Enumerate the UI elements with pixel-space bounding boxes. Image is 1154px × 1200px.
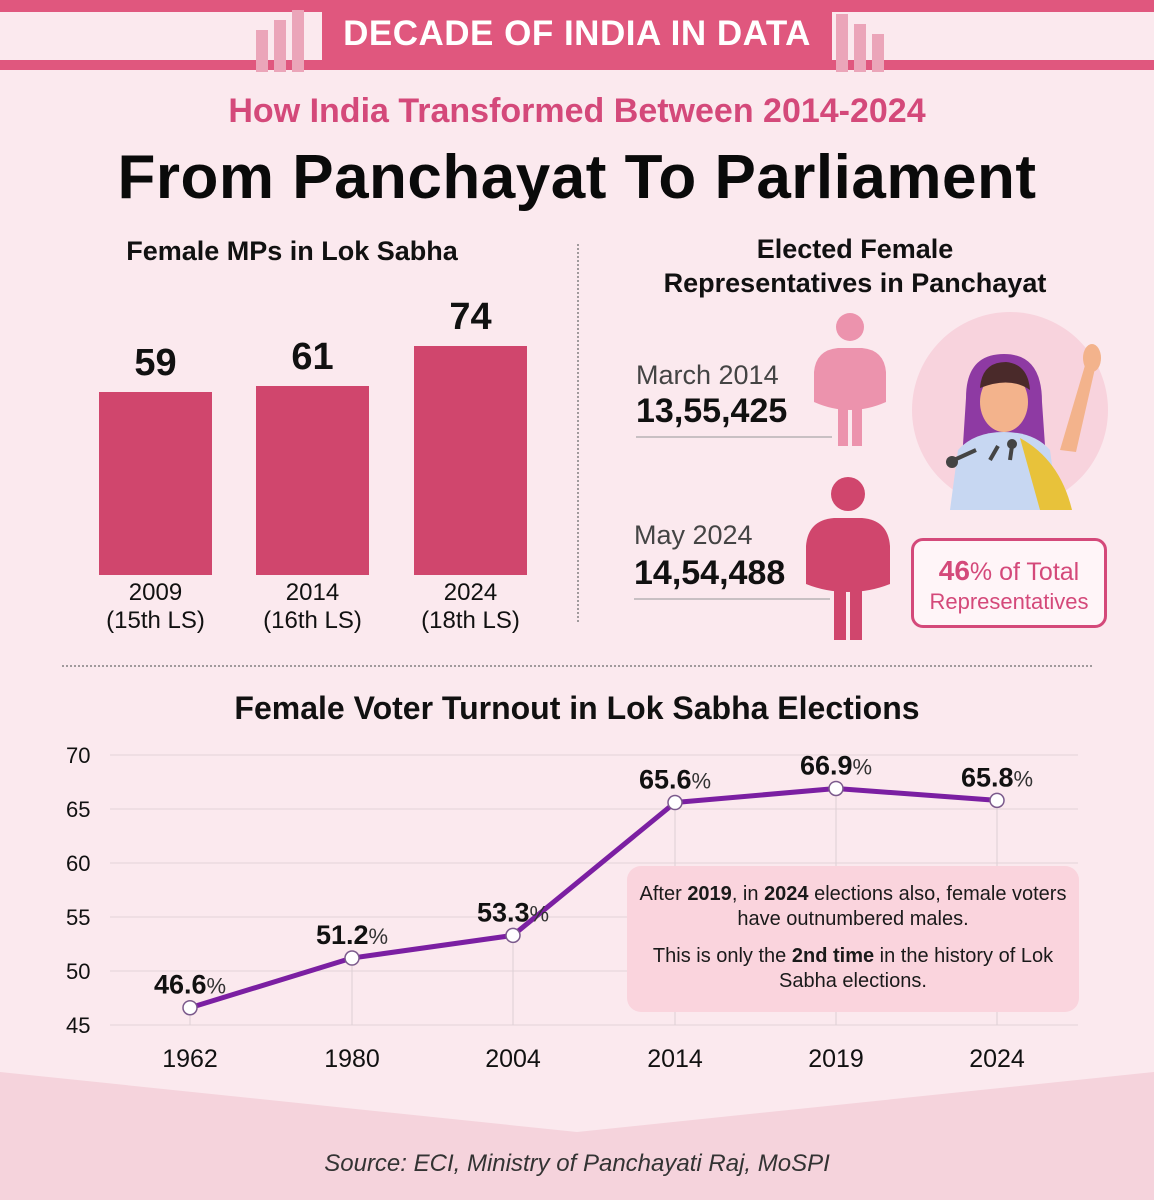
share-label: Representatives xyxy=(929,589,1089,614)
banner: DECADE OF INDIA IN DATA xyxy=(322,2,832,66)
turnout-line xyxy=(189,785,998,1011)
y-tick-55: 55 xyxy=(66,905,90,930)
point-2024 xyxy=(989,792,1005,809)
page-title: From Panchayat To Parliament xyxy=(117,143,1037,212)
count-march-2014: 13,55,425 xyxy=(636,392,788,430)
x-tick-2024: 2024 xyxy=(969,1045,1025,1073)
x-tick-2004: 2004 xyxy=(485,1045,541,1073)
panchayat-heading-line1: Elected Female xyxy=(756,234,954,264)
value-label-1962: 46.6% xyxy=(154,970,226,1000)
turnout-line-chart: 45 50 55 60 65 70 1962 1980 2004 2014 2019 2024 46.6… xyxy=(66,743,1078,1073)
share-badge: 46% of Total Representatives xyxy=(911,538,1107,628)
point-2014 xyxy=(667,794,683,811)
bar-2024 xyxy=(414,346,527,575)
footer-band xyxy=(0,1072,1154,1200)
x-tick-2019: 2019 xyxy=(808,1045,864,1073)
y-tick-70: 70 xyxy=(66,743,90,768)
underline-2014 xyxy=(636,436,832,438)
y-tick-50: 50 xyxy=(66,959,90,984)
share-pct: 46 xyxy=(938,555,970,586)
turnout-heading: Female Voter Turnout in Lok Sabha Electi… xyxy=(234,690,920,726)
underline-2024 xyxy=(634,598,830,600)
point-1962 xyxy=(182,999,198,1016)
y-tick-65: 65 xyxy=(66,797,90,822)
x-tick-1980: 1980 xyxy=(324,1045,380,1073)
point-2004 xyxy=(505,927,521,944)
bar-value-2024: 74 xyxy=(449,296,492,338)
note-paragraph-2: This is only the 2nd time in the history… xyxy=(652,945,1054,992)
period-march-2014: March 2014 xyxy=(636,360,779,390)
value-label-1980: 51.2% xyxy=(316,920,388,950)
woman-large-icon xyxy=(806,477,890,640)
bar-value-2014: 61 xyxy=(291,336,334,379)
bar-2009 xyxy=(99,392,212,575)
panchayat-heading: Elected Female Representatives in Pancha… xyxy=(620,232,1090,300)
bar-category-2024: 2024 (18th LS) xyxy=(421,579,520,634)
x-tick-2014: 2014 xyxy=(647,1045,703,1073)
value-label-2004: 53.3% xyxy=(477,897,549,927)
decorative-bars xyxy=(256,10,884,72)
count-may-2024: 14,54,488 xyxy=(634,554,786,592)
woman-small-icon xyxy=(814,313,886,446)
panchayat-heading-line2: Representatives in Panchayat xyxy=(663,268,1047,298)
value-label-2024: 65.8% xyxy=(961,762,1033,792)
x-tick-1962: 1962 xyxy=(162,1045,218,1073)
turnout-note: After 2019, in 2024 elections also, fema… xyxy=(627,866,1079,1012)
value-label-2014: 65.6% xyxy=(639,765,711,795)
point-2019 xyxy=(828,780,844,797)
horizontal-divider xyxy=(62,665,1092,667)
woman-speaker-illustration xyxy=(912,312,1108,510)
share-pct-suffix: % of Total xyxy=(969,558,1080,586)
y-tick-45: 45 xyxy=(66,1013,90,1038)
bar-category-2009: 2009 (15th LS) xyxy=(106,579,205,634)
period-may-2024: May 2024 xyxy=(634,520,753,550)
value-label-2019: 66.9% xyxy=(800,750,872,780)
point-1980 xyxy=(344,950,360,966)
mps-heading: Female MPs in Lok Sabha xyxy=(126,236,458,266)
bar-value-2009: 59 xyxy=(134,342,177,385)
page-subtitle: How India Transformed Between 2014-2024 xyxy=(228,92,926,130)
vertical-divider xyxy=(577,244,579,622)
bar-2014 xyxy=(256,386,369,575)
bar-category-2014: 2014 (16th LS) xyxy=(263,579,362,634)
source-note: Source: ECI, Ministry of Panchayati Raj,… xyxy=(324,1150,830,1177)
y-tick-60: 60 xyxy=(66,851,90,876)
note-paragraph-1: After 2019, in 2024 elections also, fema… xyxy=(639,883,1067,930)
